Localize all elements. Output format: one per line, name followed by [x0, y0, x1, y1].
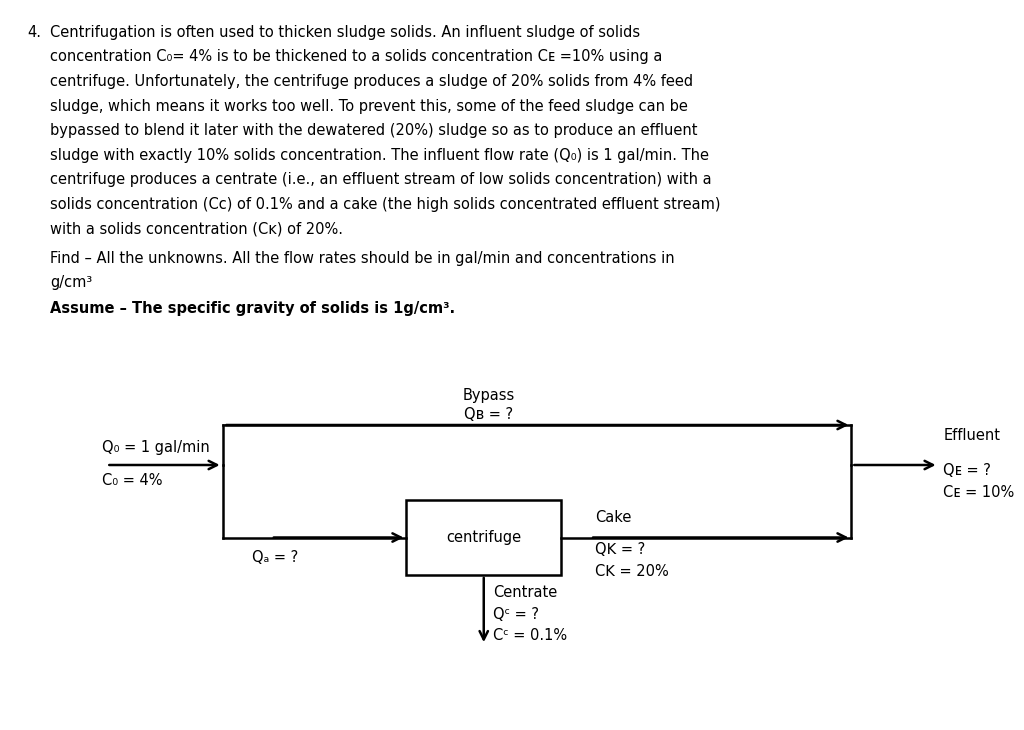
Text: 4.: 4. — [27, 25, 41, 40]
Text: centrifuge: centrifuge — [446, 530, 521, 545]
Text: Find – All the unknowns. All the flow rates should be in gal/min and concentrati: Find – All the unknowns. All the flow ra… — [50, 250, 675, 266]
Text: Qʙ = ?: Qʙ = ? — [464, 407, 513, 422]
Text: Centrate: Centrate — [494, 585, 558, 600]
Text: Qₐ = ?: Qₐ = ? — [252, 550, 298, 564]
Text: Effluent: Effluent — [943, 428, 1000, 443]
Text: sludge with exactly 10% solids concentration. The influent flow rate (Q₀) is 1 g: sludge with exactly 10% solids concentra… — [50, 147, 710, 163]
Text: CK = 20%: CK = 20% — [595, 564, 669, 580]
Text: Cake: Cake — [595, 510, 632, 526]
Text: Qᴇ = ?: Qᴇ = ? — [943, 463, 991, 478]
Text: Q₀ = 1 gal/min: Q₀ = 1 gal/min — [101, 440, 209, 455]
Text: Centrifugation is often used to thicken sludge solids. An influent sludge of sol: Centrifugation is often used to thicken … — [50, 25, 640, 40]
Text: g/cm³: g/cm³ — [50, 275, 92, 290]
Text: sludge, which means it works too well. To prevent this, some of the feed sludge : sludge, which means it works too well. T… — [50, 99, 688, 113]
Text: with a solids concentration (Cᴋ) of 20%.: with a solids concentration (Cᴋ) of 20%. — [50, 221, 343, 236]
Text: C₀ = 4%: C₀ = 4% — [101, 473, 162, 488]
Text: centrifuge. Unfortunately, the centrifuge produces a sludge of 20% solids from 4: centrifuge. Unfortunately, the centrifug… — [50, 74, 693, 89]
Text: Bypass: Bypass — [463, 388, 515, 403]
Text: centrifuge produces a centrate (i.e., an effluent stream of low solids concentra: centrifuge produces a centrate (i.e., an… — [50, 172, 712, 187]
Text: solids concentration (Cᴄ) of 0.1% and a cake (the high solids concentrated efflu: solids concentration (Cᴄ) of 0.1% and a … — [50, 196, 721, 212]
Text: Qᶜ = ?: Qᶜ = ? — [494, 607, 540, 622]
Text: Cᴇ = 10%: Cᴇ = 10% — [943, 485, 1015, 500]
Text: bypassed to blend it later with the dewatered (20%) sludge so as to produce an e: bypassed to blend it later with the dewa… — [50, 123, 697, 138]
Bar — [407, 500, 561, 575]
Text: Assume – The specific gravity of solids is 1g/cm³.: Assume – The specific gravity of solids … — [50, 301, 456, 317]
Text: concentration C₀= 4% is to be thickened to a solids concentration Cᴇ =10% using : concentration C₀= 4% is to be thickened … — [50, 50, 663, 64]
Text: QK = ?: QK = ? — [595, 542, 645, 558]
Text: Cᶜ = 0.1%: Cᶜ = 0.1% — [494, 628, 567, 643]
